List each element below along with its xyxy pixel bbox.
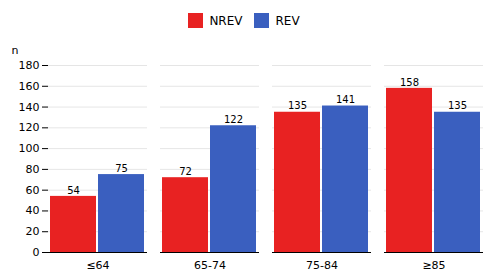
svg-text:180: 180 — [19, 59, 40, 72]
html-text:REV: REV — [275, 13, 300, 28]
svg-text:0: 0 — [33, 246, 40, 259]
svg-text:n: n — [12, 44, 19, 57]
svg-text:≤64: ≤64 — [86, 259, 109, 271]
svg-text:135: 135 — [448, 100, 467, 111]
svg-text:141: 141 — [336, 94, 355, 105]
svg-text:75: 75 — [115, 163, 128, 174]
html-text:NREV: NREV — [209, 13, 243, 28]
svg-text:135: 135 — [288, 100, 307, 111]
svg-text:20: 20 — [26, 225, 40, 238]
svg-text:100: 100 — [19, 142, 40, 155]
svg-text:122: 122 — [224, 114, 243, 125]
svg-text:140: 140 — [19, 101, 40, 114]
svg-text:60: 60 — [26, 184, 40, 197]
svg-text:75-84: 75-84 — [306, 259, 338, 271]
svg-text:120: 120 — [19, 121, 40, 134]
svg-text:72: 72 — [179, 166, 192, 177]
svg-text:54: 54 — [67, 185, 80, 196]
svg-text:40: 40 — [26, 204, 40, 217]
svg-text:80: 80 — [26, 163, 40, 176]
svg-text:160: 160 — [19, 80, 40, 93]
svg-text:158: 158 — [400, 77, 419, 88]
svg-text:65-74: 65-74 — [194, 259, 226, 271]
svg-text:≥85: ≥85 — [422, 259, 445, 271]
